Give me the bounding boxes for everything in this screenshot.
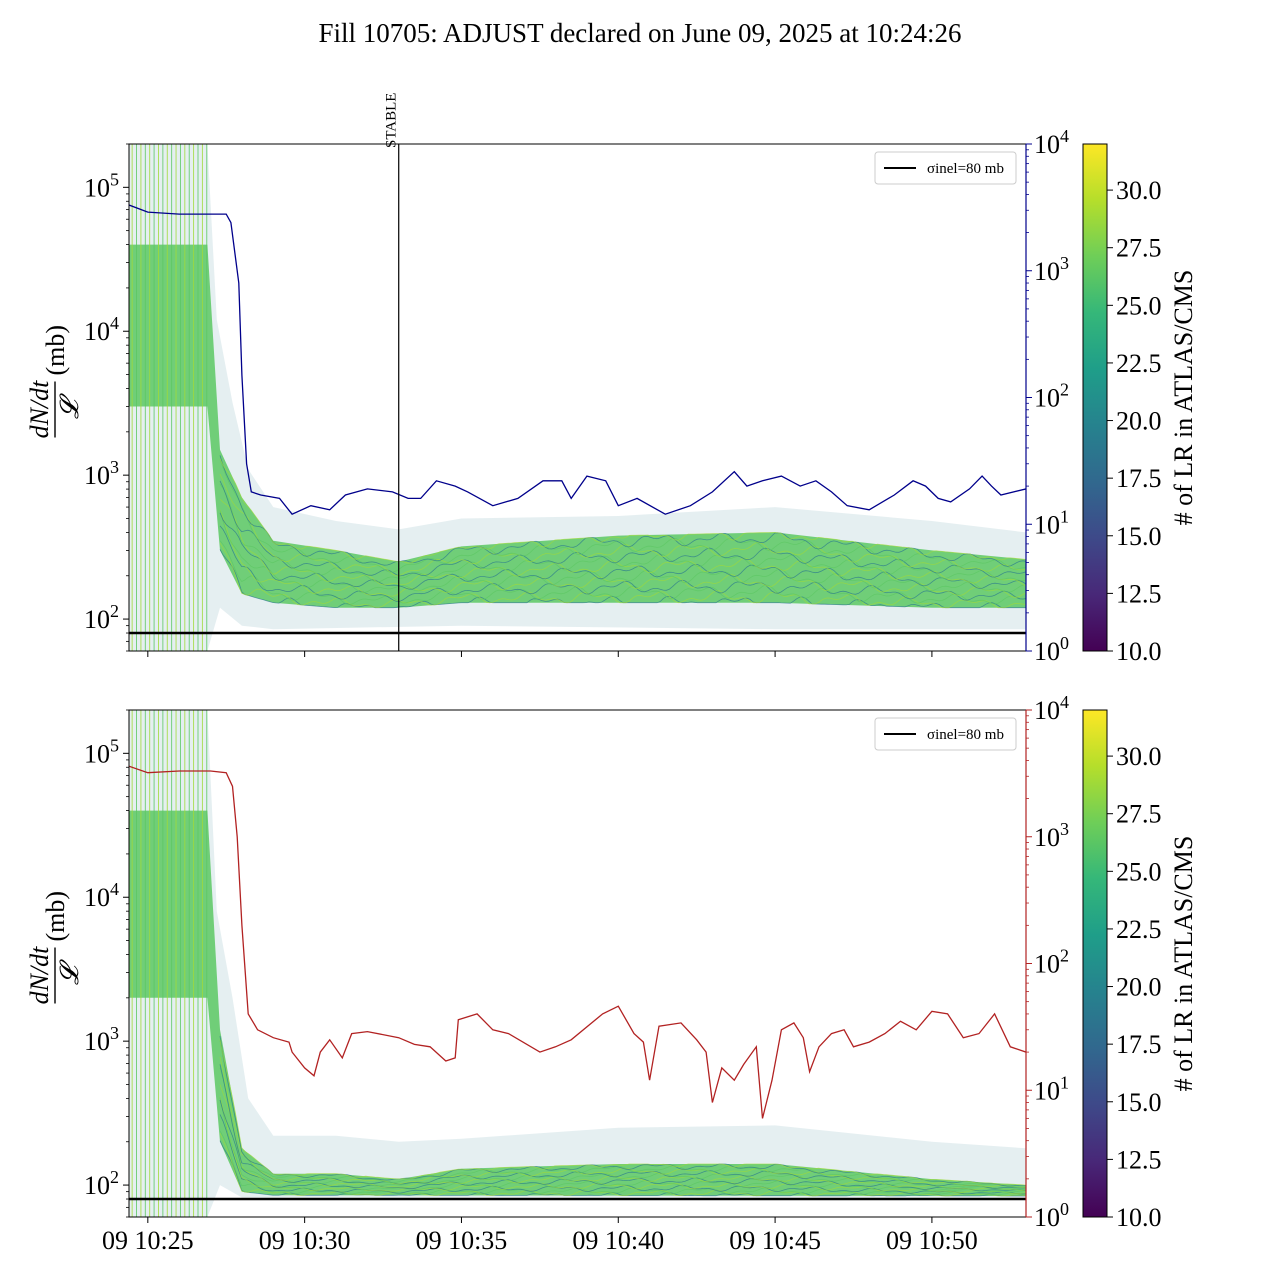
y-tick-label: 102 [84,601,119,634]
y2-tick-label: 103 [1034,253,1069,286]
y2-tick-label: 101 [1034,1072,1069,1105]
colorbar-tick-label: 25.0 [1116,291,1162,320]
bunch-curve [219,1114,1026,1195]
y-axis-label: dN/dt 𝓛 (mb) [25,891,84,1004]
bunch-curve [219,483,1026,583]
y-tick-label: 104 [84,313,119,346]
legend-box [874,151,1017,185]
colorbar-tick-label: 30.0 [1116,176,1162,205]
right-axis-series-line [129,765,1026,1119]
colorbar-tick-label: 12.5 [1116,1145,1162,1174]
plot-area [129,144,1026,651]
panel-bottom: dN/dt 𝓛 (mb) [25,709,1113,1223]
x-tick-label: 09 10:50 [886,1226,978,1255]
colorbar-tick-label: 20.0 [1116,973,1162,1002]
y-axis-label: dN/dt 𝓛 (mb) [25,325,84,438]
colorbar-tick-label: 30.0 [1116,742,1162,771]
colorbar-tick-label: 10.0 [1116,1203,1162,1232]
colorbar-tick-label: 12.5 [1116,579,1162,608]
y-label-numerator: dN/dt [25,380,54,439]
colorbar-tick-label: 27.5 [1116,800,1162,829]
y-label-denominator: 𝓛 [55,393,84,419]
y-tick-label: 102 [84,1167,119,1200]
colorbar-tick-label: 27.5 [1116,234,1162,263]
y2-tick-label: 100 [1034,1199,1069,1232]
x-tick-label: 09 10:30 [259,1226,351,1255]
bunch-curve [219,1130,1026,1196]
bunch-curve [219,1099,1026,1192]
bunch-curve [219,540,1026,605]
right-axis-series-line [129,204,1026,516]
panel-top: dN/dt 𝓛 (mb) [25,143,1113,657]
y2-tick-label: 101 [1034,506,1069,539]
y2-tick-label: 103 [1034,819,1069,852]
figure-title: Fill 10705: ADJUST declared on June 09, … [318,18,962,48]
bunch-curve [219,459,1026,573]
y2-tick-label: 100 [1034,633,1069,666]
bunch-curve [219,458,1026,564]
bunch-curve [219,1097,1026,1193]
y2-tick-label: 104 [1034,126,1069,159]
legend-label: σinel=80 mb [927,161,1004,177]
colorbar-tick-label: 25.0 [1116,857,1162,886]
bunch-curve [219,542,1026,609]
y-label-numerator: dN/dt [25,946,54,1005]
legend-box [874,717,1017,751]
plot-area [129,710,1026,1217]
y-tick-label: 104 [84,879,119,912]
bunch-curve [219,1133,1026,1197]
x-tick-label: 09 10:25 [102,1226,194,1255]
x-tick-label: 09 10:35 [416,1226,508,1255]
bunch-curve [219,512,1026,590]
bunch-curve [219,1067,1026,1191]
colorbar-label: # of LR in ATLAS/CMS [1169,270,1198,526]
bundle-core-band [129,244,1026,608]
colorbar-tick-label: 22.5 [1116,915,1162,944]
legend-label: σinel=80 mb [927,727,1004,743]
stable-marker-label: STABLE [384,93,400,148]
bunch-curve [219,1039,1026,1186]
y-label-unit: (mb) [41,891,70,942]
colorbar [1082,143,1108,652]
y2-tick-label: 102 [1034,380,1069,413]
y2-tick-label: 104 [1034,692,1069,725]
colorbar-tick-label: 15.0 [1116,522,1162,551]
colorbar-tick-label: 17.5 [1116,464,1162,493]
bunch-curve [219,510,1026,594]
bunch-curve [219,525,1026,602]
colorbar [1082,709,1108,1218]
colorbar-tick-label: 17.5 [1116,1030,1162,1059]
y2-tick-label: 102 [1034,946,1069,979]
y-tick-label: 103 [84,1023,119,1056]
bunch-curve [219,1064,1026,1189]
y-tick-label: 103 [84,457,119,490]
bundle-outer-band [129,144,1026,651]
bundle-outer-band [129,710,1026,1217]
colorbar-tick-label: 10.0 [1116,637,1162,666]
y-label-unit: (mb) [41,325,70,376]
bunch-curve [219,480,1026,578]
colorbar-label: # of LR in ATLAS/CMS [1169,836,1198,1092]
x-tick-label: 09 10:45 [729,1226,821,1255]
y-label-denominator: 𝓛 [55,959,84,985]
colorbar-tick-label: 15.0 [1116,1088,1162,1117]
y-tick-label: 105 [84,735,119,768]
colorbar-tick-label: 22.5 [1116,349,1162,378]
x-tick-label: 09 10:40 [572,1226,664,1255]
y-tick-label: 105 [84,169,119,202]
colorbar-tick-label: 20.0 [1116,407,1162,436]
